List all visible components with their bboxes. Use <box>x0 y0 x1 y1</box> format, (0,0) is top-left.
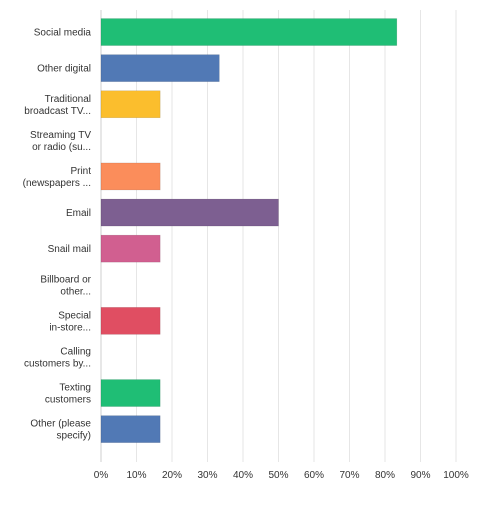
x-tick-label: 60% <box>304 470 324 481</box>
grid-layer <box>100 10 457 462</box>
bar[interactable] <box>100 198 279 227</box>
category-label-line: Texting <box>59 383 91 394</box>
category-label: Other digital <box>37 64 91 75</box>
category-label: Other (please specify) <box>30 419 91 442</box>
x-tick-label: 40% <box>233 470 253 481</box>
category-label-line: customers <box>45 395 91 406</box>
category-label-line: Calling <box>60 346 91 357</box>
category-label: Calling customers by... <box>24 346 91 369</box>
bar-layer <box>100 18 398 443</box>
x-tick-label: 20% <box>162 470 182 481</box>
x-tick-label: 0% <box>94 470 109 481</box>
category-label-line: Other digital <box>37 64 91 75</box>
bar[interactable] <box>100 90 161 119</box>
bar[interactable] <box>100 18 398 46</box>
category-label-line: Streaming TV <box>30 130 91 141</box>
category-label: Billboard or other... <box>40 274 91 297</box>
bar[interactable] <box>100 415 161 443</box>
category-label: Special in-store... <box>49 310 91 333</box>
category-label-line: Social media <box>34 28 92 39</box>
category-label: Snail mail <box>48 244 91 255</box>
category-label: Print (newspapers ... <box>23 166 92 189</box>
x-axis-ticks: 0% 10% 20% 30% 40% 50% 60% 70% 80% 90% 100% <box>94 470 469 481</box>
category-label-line: customers by... <box>24 358 91 369</box>
category-label: Texting customers <box>45 383 91 406</box>
category-label: Email <box>66 208 91 219</box>
category-label-line: Other (please <box>30 419 91 430</box>
x-tick-label: 80% <box>375 470 395 481</box>
category-label-line: broadcast TV... <box>24 106 91 117</box>
category-label-line: Billboard or <box>40 274 91 285</box>
category-label-line: Traditional <box>45 94 91 105</box>
category-label-line: Email <box>66 208 91 219</box>
category-label-line: Print <box>70 166 91 177</box>
x-tick-label: 10% <box>126 470 146 481</box>
bar[interactable] <box>100 234 161 263</box>
category-label-line: other... <box>60 286 91 297</box>
category-labels: Social media Other digital Traditional broa… <box>23 28 92 442</box>
bar[interactable] <box>100 162 161 191</box>
category-label: Social media <box>34 28 92 39</box>
x-tick-label: 50% <box>268 470 288 481</box>
category-label-line: Special <box>58 310 91 321</box>
category-label-line: or radio (su... <box>32 142 91 153</box>
x-tick-label: 100% <box>443 470 469 481</box>
category-label-line: in-store... <box>49 322 91 333</box>
category-label: Streaming TV or radio (su... <box>30 130 91 153</box>
bar[interactable] <box>100 379 161 407</box>
category-label: Traditional broadcast TV... <box>24 94 91 117</box>
category-label-line: Snail mail <box>48 244 91 255</box>
bar[interactable] <box>100 307 161 335</box>
category-label-line: (newspapers ... <box>23 178 91 189</box>
category-label-line: specify) <box>57 431 91 442</box>
bar[interactable] <box>100 54 220 82</box>
x-tick-label: 30% <box>197 470 217 481</box>
x-tick-label: 70% <box>339 470 359 481</box>
x-tick-label: 90% <box>410 470 430 481</box>
